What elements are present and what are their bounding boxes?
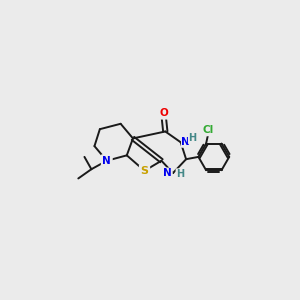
Text: H: H: [176, 169, 184, 179]
Text: N: N: [164, 168, 172, 178]
Text: O: O: [159, 108, 168, 118]
Text: N: N: [102, 156, 111, 166]
Text: Cl: Cl: [203, 125, 214, 135]
Text: H: H: [188, 134, 196, 143]
Text: S: S: [140, 166, 148, 176]
Text: N: N: [182, 137, 190, 147]
